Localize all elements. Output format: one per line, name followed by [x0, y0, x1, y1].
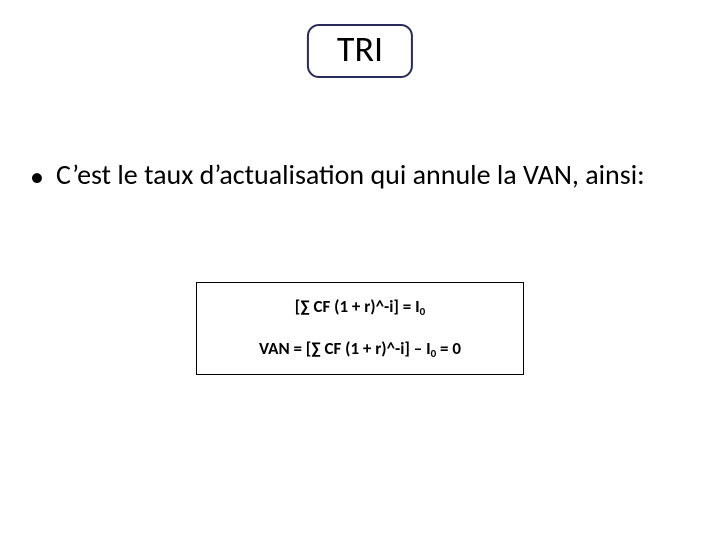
bullet-item: • C’est le taux d’actualisation qui annu…	[30, 158, 680, 194]
bullet-list: • C’est le taux d’actualisation qui annu…	[30, 158, 680, 194]
formula-box: [∑ CF (1 + r)^-i] = I0 VAN = [∑ CF (1 + …	[196, 282, 524, 375]
slide-title: TRI	[337, 27, 383, 71]
formula-line-2: VAN = [∑ CF (1 + r)^-i] – I0 = 0	[207, 339, 513, 359]
formula-line-1-subscript: 0	[420, 305, 426, 318]
bullet-marker: •	[30, 160, 44, 194]
slide-title-box: TRI	[307, 24, 413, 78]
slide: TRI • C’est le taux d’actualisation qui …	[0, 0, 720, 540]
formula-line-2-subscript: 0	[431, 347, 437, 360]
formula-line-2-prefix: VAN = [∑ CF (1 + r)^-i] – I	[259, 338, 431, 359]
bullet-text: C’est le taux d’actualisation qui annule…	[56, 158, 645, 191]
formula-line-1: [∑ CF (1 + r)^-i] = I0	[207, 297, 513, 317]
formula-line-1-prefix: [∑ CF (1 + r)^-i] = I	[295, 296, 420, 317]
formula-line-2-suffix: = 0	[436, 338, 461, 359]
